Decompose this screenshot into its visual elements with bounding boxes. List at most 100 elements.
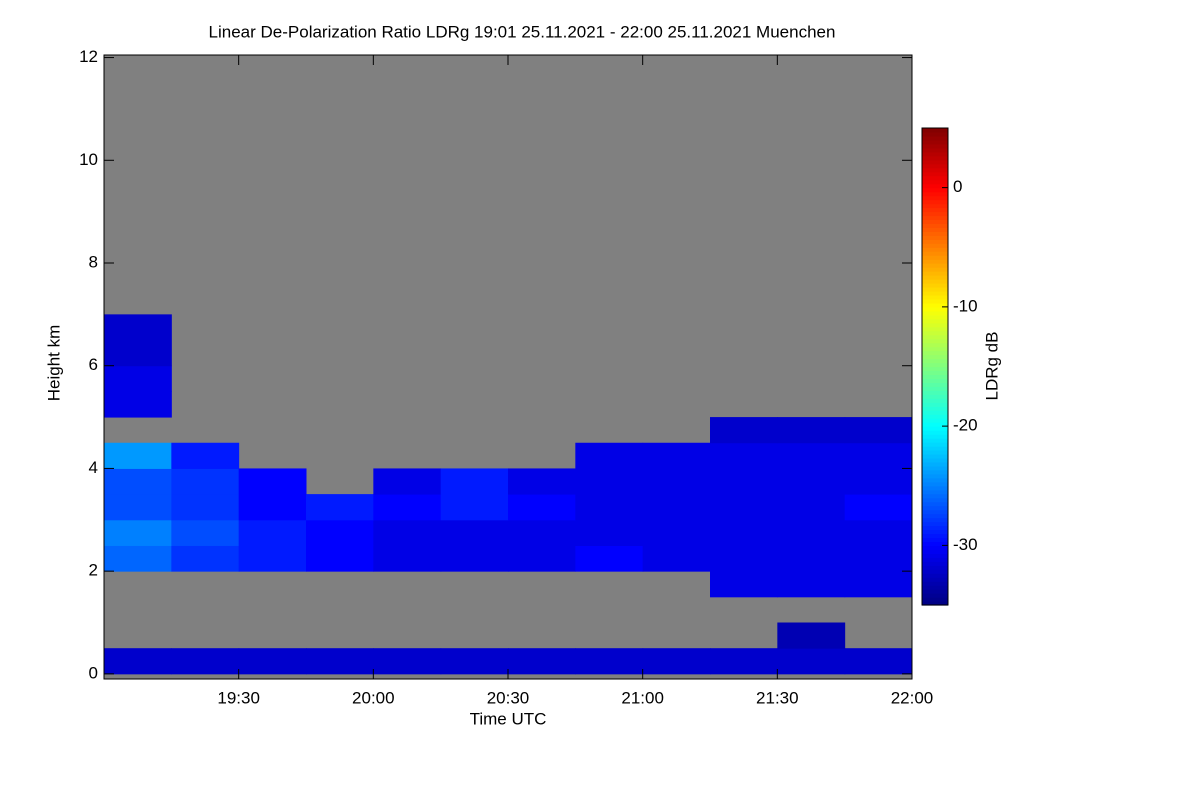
colorbar-swatch (922, 215, 948, 221)
heatmap-cell (710, 571, 778, 598)
colorbar-swatch (922, 461, 948, 467)
colorbar-swatch (922, 267, 948, 272)
colorbar-swatch (922, 175, 948, 181)
colorbar-frame (921, 127, 949, 606)
heatmap-cell (508, 494, 576, 521)
y-tick-label: 8 (89, 252, 98, 271)
heatmap-cell (238, 545, 307, 572)
colorbar-swatch (922, 135, 948, 141)
colorbar-swatch (922, 378, 948, 383)
heatmap-cell (777, 468, 846, 495)
heatmap-cell (440, 494, 509, 521)
colorbar-swatch (922, 263, 948, 268)
colorbar-swatch (922, 243, 948, 248)
heatmap-cell (508, 519, 576, 546)
colorbar-swatch (922, 406, 948, 411)
colorbar-swatch (922, 601, 948, 606)
heatmap-cell (373, 648, 442, 675)
colorbar-swatch (922, 465, 948, 471)
heatmap-cell (575, 545, 644, 572)
colorbar-swatch (922, 513, 948, 519)
heatmap-cell (777, 545, 846, 572)
colorbar-swatch (922, 283, 948, 288)
colorbar-swatch (922, 585, 948, 590)
heatmap-cell (104, 314, 172, 367)
colorbar-swatch (922, 279, 948, 284)
colorbar-swatch (922, 453, 948, 459)
colorbar-swatch (922, 346, 948, 352)
heatmap-cell (777, 442, 846, 469)
heatmap-cell (777, 622, 846, 649)
y-axis-label: Height km (44, 325, 63, 402)
colorbar-swatch (922, 322, 948, 328)
colorbar-swatch (922, 287, 948, 292)
heatmap-cell (104, 391, 172, 418)
heatmap-cell (575, 494, 644, 521)
colorbar-swatch (922, 358, 948, 364)
y-tick-label: 10 (79, 150, 98, 169)
y-tick-label: 4 (89, 458, 98, 477)
heatmap-cell (440, 545, 509, 572)
colorbar-swatch (922, 326, 948, 332)
chart-title: Linear De-Polarization Ratio LDRg 19:01 … (209, 22, 836, 41)
colorbar-swatch (922, 485, 948, 491)
heatmap-cell (642, 648, 711, 675)
colorbar-swatch (922, 163, 948, 169)
heatmap-cell (104, 648, 172, 675)
heatmap-cell (306, 494, 374, 521)
heatmap-cell (710, 494, 778, 521)
colorbar-swatch (922, 402, 948, 407)
heatmap-cell (710, 417, 778, 444)
heatmap-cell (642, 545, 711, 572)
heatmap-cell (710, 519, 778, 546)
colorbar-swatch (922, 442, 948, 447)
colorbar-swatch (922, 171, 948, 177)
colorbar-swatch (922, 398, 948, 403)
heatmap-cell (844, 468, 913, 495)
colorbar-swatch (922, 573, 948, 578)
heatmap-cell (575, 648, 644, 675)
colorbar-swatch (922, 434, 948, 439)
heatmap-cell (710, 442, 778, 469)
colorbar-swatch (922, 155, 948, 161)
colorbar-swatch (922, 207, 948, 213)
heatmap-cell (844, 442, 913, 469)
y-tick-label: 0 (89, 663, 98, 682)
heatmap-cell (844, 417, 913, 444)
colorbar-swatch (922, 290, 948, 296)
colorbar-swatch (922, 382, 948, 387)
colorbar-swatch (922, 199, 948, 205)
heatmap-cell (238, 468, 307, 495)
x-axis-label: Time UTC (470, 709, 547, 728)
colorbar-swatch (922, 553, 948, 558)
colorbar-swatch (922, 489, 948, 495)
colorbar-tick-label: 0 (953, 177, 962, 196)
heatmap-cell (440, 468, 509, 495)
colorbar-swatch (922, 581, 948, 586)
heatmap-cell (777, 648, 846, 675)
colorbar-swatch (922, 330, 948, 336)
colorbar-swatch (922, 449, 948, 455)
heatmap-cell (373, 545, 442, 572)
heatmap-cell (710, 468, 778, 495)
heatmap-cell (306, 519, 374, 546)
colorbar-swatch (922, 390, 948, 395)
colorbar-swatch (922, 310, 948, 316)
heatmap-cell (508, 545, 576, 572)
colorbar-swatch (922, 334, 948, 340)
colorbar-swatch (922, 509, 948, 515)
colorbar-swatch (922, 259, 948, 264)
heatmap-cell (642, 494, 711, 521)
colorbar-swatch (922, 187, 948, 193)
colorbar-swatch (922, 370, 948, 376)
y-tick-label: 12 (79, 47, 98, 66)
heatmap-cell (710, 545, 778, 572)
colorbar-swatch (922, 271, 948, 276)
colorbar-swatch (922, 275, 948, 280)
colorbar-swatch (922, 422, 948, 427)
colorbar-swatch (922, 167, 948, 173)
heatmap-cell (844, 648, 913, 675)
heatmap-cell (844, 494, 913, 521)
heatmap-cell (508, 648, 576, 675)
colorbar-swatch (922, 430, 948, 435)
